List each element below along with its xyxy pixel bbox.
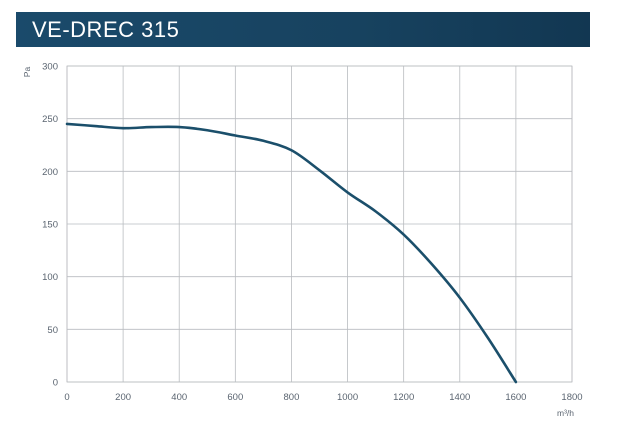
fan-curve-line xyxy=(65,122,518,384)
x-tick-label: 1400 xyxy=(449,392,470,403)
x-axis-label: m³/h xyxy=(557,408,574,418)
y-tick-label: 50 xyxy=(47,325,58,336)
y-axis-label: Pa xyxy=(22,67,32,78)
y-tick-label: 100 xyxy=(42,272,58,283)
grid xyxy=(66,65,573,383)
x-tick-label: 200 xyxy=(115,392,131,403)
y-tick-label: 0 xyxy=(53,378,58,389)
y-tick-label: 250 xyxy=(42,114,58,125)
y-tick-label: 300 xyxy=(42,62,58,73)
x-tick-label: 600 xyxy=(227,392,243,403)
x-tick-label: 1000 xyxy=(337,392,358,403)
x-tick-label: 800 xyxy=(284,392,300,403)
series xyxy=(65,122,518,384)
tick-labels: 0 200 400 600 800 1000 1200 1400 1600 1800 0 50 100 1… xyxy=(42,62,582,404)
chart-title: VE-DREC 315 xyxy=(32,16,180,42)
x-tick-label: 400 xyxy=(171,392,187,403)
y-tick-label: 150 xyxy=(42,220,58,231)
x-tick-label: 1200 xyxy=(393,392,414,403)
y-tick-label: 200 xyxy=(42,167,58,178)
x-tick-label: 1800 xyxy=(561,392,582,403)
x-tick-label: 1600 xyxy=(505,392,526,403)
x-tick-label: 0 xyxy=(64,392,69,403)
title-bar: VE-DREC 315 xyxy=(16,12,590,47)
